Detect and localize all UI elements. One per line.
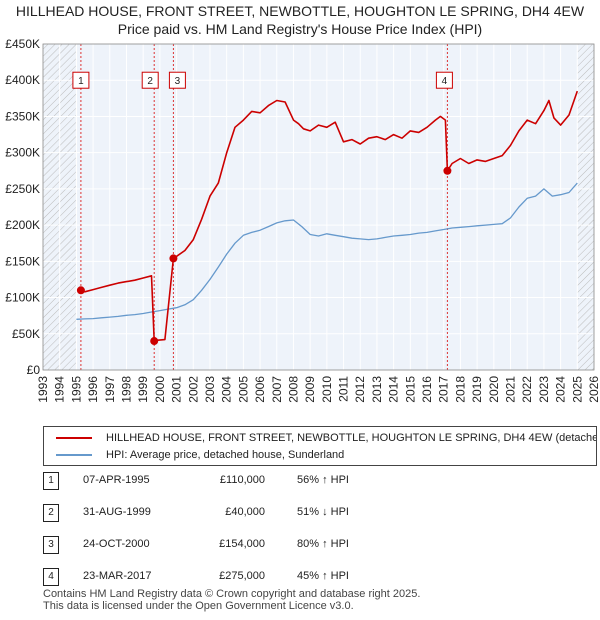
y-tick-label: £300K [5, 146, 40, 160]
tx-hpi-diff: 45% ↑ HPI [297, 570, 349, 582]
x-tick-label: 2003 [203, 376, 217, 403]
x-tick-label: 2026 [587, 376, 600, 403]
tx-price: £110,000 [219, 474, 265, 486]
plot-frame [42, 43, 595, 371]
sale-label-box [168, 71, 186, 89]
tx-hpi-diff: 56% ↑ HPI [297, 474, 349, 486]
x-tick-label: 2007 [270, 376, 284, 403]
price-chart: £0 £50K £100K £150K £200K £250K £300K £350K £400… [5, 37, 600, 403]
y-tick-label: £450K [5, 37, 40, 51]
legend-label-property: HILLHEAD HOUSE, FRONT STREET, NEWBOTTLE,… [106, 432, 597, 444]
y-tick-label: £350K [5, 109, 40, 123]
tx-date: 31-AUG-1999 [83, 506, 151, 518]
x-tick-label: 2018 [453, 376, 467, 403]
footer-line-1: Contains HM Land Registry data © Crown c… [43, 588, 421, 600]
plot-background [43, 44, 594, 370]
x-tick-label: 2019 [470, 376, 484, 403]
tx-price: £275,000 [219, 570, 265, 582]
x-tick-label: 2021 [504, 376, 518, 403]
tx-date: 23-MAR-2017 [83, 570, 152, 582]
y-tick-label: £50K [12, 327, 40, 341]
sale-label-box [72, 71, 90, 89]
legend-swatch-property [56, 437, 92, 439]
sale-label-box [141, 71, 159, 89]
footer-attribution: Contains HM Land Registry data © Crown c… [43, 588, 420, 612]
x-tick-label: 2014 [387, 376, 401, 403]
legend-swatch-hpi [56, 454, 92, 456]
x-tick-label: 2005 [236, 376, 250, 403]
x-tick-label: 1998 [119, 376, 133, 403]
sale-label-text: 1 [78, 76, 84, 87]
table-row: 3 24-OCT-2000 £154,000 80% ↑ HPI [43, 536, 463, 556]
tx-price: £154,000 [219, 538, 265, 550]
hpi-line [76, 182, 578, 320]
x-tick-label: 1999 [136, 376, 150, 403]
x-tick-label: 2024 [554, 376, 568, 403]
x-tick-label: 2015 [403, 376, 417, 403]
y-tick-label: £100K [5, 291, 40, 305]
chart-title: HILLHEAD HOUSE, FRONT STREET, NEWBOTTLE,… [0, 2, 600, 38]
x-tick-label: 2000 [153, 376, 167, 403]
tx-hpi-diff: 80% ↑ HPI [297, 538, 349, 550]
title-line-2: Price paid vs. HM Land Registry's House … [117, 21, 483, 37]
sale-label-text: 3 [175, 76, 181, 87]
x-tick-label: 2022 [520, 376, 534, 403]
y-tick-label: £250K [5, 182, 40, 196]
x-tick-label: 2013 [370, 376, 384, 403]
x-tick-label: 2009 [303, 376, 317, 403]
table-row: 2 31-AUG-1999 £40,000 51% ↓ HPI [43, 504, 463, 524]
x-tick-label: 1995 [69, 376, 83, 403]
tx-hpi-diff: 51% ↓ HPI [297, 506, 349, 518]
sale-point [76, 286, 85, 295]
legend: HILLHEAD HOUSE, FRONT STREET, NEWBOTTLE,… [43, 426, 597, 466]
y-tick-label: £150K [5, 254, 40, 268]
x-tick-label: 2006 [253, 376, 267, 403]
tx-number-badge: 2 [43, 504, 59, 522]
x-tick-label: 1994 [53, 376, 67, 403]
legend-item-property: HILLHEAD HOUSE, FRONT STREET, NEWBOTTLE,… [56, 430, 597, 446]
x-tick-label: 2016 [420, 376, 434, 403]
title-line-1: HILLHEAD HOUSE, FRONT STREET, NEWBOTTLE,… [15, 3, 585, 19]
tx-price: £40,000 [225, 506, 265, 518]
y-tick-label: £0 [27, 363, 41, 377]
x-tick-label: 2002 [186, 376, 200, 403]
x-tick-label: 2010 [320, 376, 334, 403]
x-tick-label: 2011 [337, 376, 351, 402]
x-tick-label: 2020 [487, 376, 501, 403]
x-tick-label: 2001 [170, 376, 184, 403]
x-tick-label: 1997 [103, 376, 117, 403]
hatch-region-after [577, 44, 594, 370]
tx-date: 24-OCT-2000 [83, 538, 150, 550]
tx-number-badge: 3 [43, 536, 59, 554]
x-tick-label: 2012 [353, 376, 367, 403]
sale-point [443, 166, 452, 175]
tx-number-badge: 1 [43, 472, 59, 490]
tx-number-badge: 4 [43, 568, 59, 586]
y-tick-label: £200K [5, 218, 40, 232]
x-tick-label: 2023 [537, 376, 551, 403]
sale-point [169, 254, 178, 263]
legend-item-hpi: HPI: Average price, detached house, Sund… [56, 447, 344, 463]
table-row: 4 23-MAR-2017 £275,000 45% ↑ HPI [43, 568, 463, 588]
y-tick-label: £400K [5, 73, 40, 87]
x-tick-label: 2008 [286, 376, 300, 403]
table-row: 1 07-APR-1995 £110,000 56% ↑ HPI [43, 472, 463, 492]
sale-point [150, 337, 159, 346]
x-tick-label: 1993 [36, 376, 50, 403]
sale-label-box [435, 71, 453, 89]
legend-label-hpi: HPI: Average price, detached house, Sund… [106, 449, 345, 461]
x-tick-label: 2017 [437, 376, 451, 403]
x-tick-label: 2025 [570, 376, 584, 403]
x-tick-label: 2004 [220, 376, 234, 403]
x-tick-label: 1996 [86, 376, 100, 403]
tx-date: 07-APR-1995 [83, 474, 150, 486]
footer-line-2: This data is licensed under the Open Gov… [43, 600, 354, 612]
sale-label-text: 4 [442, 76, 448, 87]
sale-label-text: 2 [147, 76, 153, 87]
